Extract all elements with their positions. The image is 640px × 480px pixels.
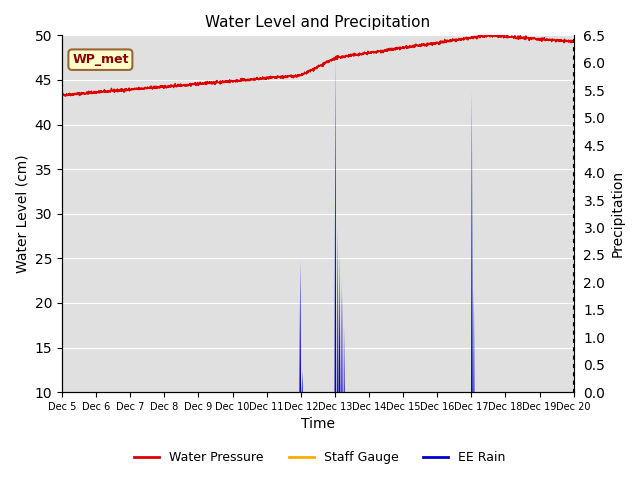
Title: Water Level and Precipitation: Water Level and Precipitation bbox=[205, 15, 430, 30]
Text: WP_met: WP_met bbox=[72, 53, 129, 66]
X-axis label: Time: Time bbox=[301, 418, 335, 432]
Legend: Water Pressure, Staff Gauge, EE Rain: Water Pressure, Staff Gauge, EE Rain bbox=[129, 446, 511, 469]
Y-axis label: Precipitation: Precipitation bbox=[611, 170, 625, 257]
Y-axis label: Water Level (cm): Water Level (cm) bbox=[15, 155, 29, 273]
